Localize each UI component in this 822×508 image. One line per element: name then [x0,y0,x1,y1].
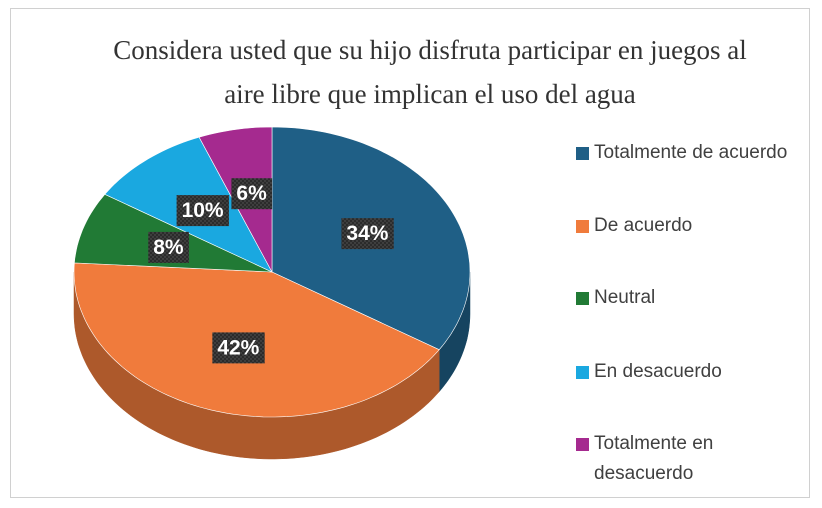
legend-swatch [576,366,589,379]
legend-item: Totalmente de acuerdo [576,138,811,168]
legend-swatch [576,292,589,305]
legend-swatch [576,147,589,160]
legend-label: Neutral [594,287,656,308]
legend-label: Totalmente de acuerdo [594,142,788,163]
legend-swatch [576,438,589,451]
data-label: 8% [153,236,184,259]
legend-label: De acuerdo [594,215,693,236]
data-label: 6% [236,182,267,205]
chart-title: Considera usted que su hijo disfruta par… [113,35,747,109]
legend-label: Totalmente en desacuerdo [594,433,714,484]
legend-swatch [576,220,589,233]
legend-item: Totalmente en desacuerdo [576,429,746,489]
data-label-box [341,218,394,250]
data-label-box [231,178,273,210]
data-label: 42% [217,336,259,359]
data-label: 10% [182,199,224,222]
data-label: 34% [346,222,388,245]
data-label-box [176,195,229,227]
data-label-box [212,332,265,364]
legend-item: De acuerdo [576,211,811,241]
legend-item: Neutral [576,283,811,313]
chart-frame [10,8,810,498]
legend-item: En desacuerdo [576,357,811,387]
data-label-box [148,231,189,263]
legend-label: En desacuerdo [594,361,722,382]
